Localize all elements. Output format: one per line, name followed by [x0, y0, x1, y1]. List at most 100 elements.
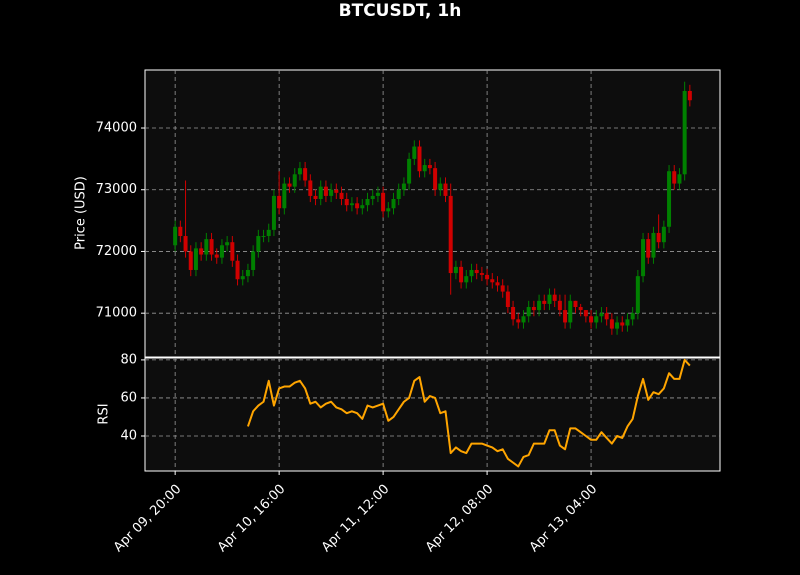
- candle-body: [568, 300, 573, 323]
- candle-body: [630, 313, 635, 320]
- candle-body: [625, 319, 630, 326]
- candle-body: [381, 192, 386, 212]
- candle-body: [511, 307, 516, 320]
- candle-body: [329, 189, 334, 196]
- rsi-line: [246, 358, 691, 468]
- plot-area: [144, 357, 721, 472]
- candle-body: [339, 192, 344, 199]
- candle-body: [667, 171, 672, 227]
- y-tick-label: 60: [120, 390, 137, 405]
- candle-body: [318, 186, 323, 199]
- candle-body: [672, 171, 677, 184]
- x-tick-label: Apr 11, 12:00: [319, 482, 392, 555]
- candle-body: [188, 251, 193, 270]
- candle-body: [183, 236, 188, 252]
- candle-body: [386, 208, 391, 212]
- candle-body: [323, 186, 328, 196]
- candle-body: [651, 232, 656, 258]
- x-tick-label: Apr 09, 20:00: [111, 482, 184, 555]
- candle-body: [225, 242, 230, 246]
- candle-body: [365, 198, 370, 206]
- candle-body: [583, 310, 588, 317]
- candle-body: [173, 226, 178, 246]
- y-axis-label: RSI: [97, 403, 112, 424]
- candle-body: [303, 168, 308, 181]
- y-tick-label: 40: [120, 428, 137, 443]
- candle-body: [485, 274, 490, 280]
- chart-title: BTCUSDT, 1h: [339, 1, 462, 21]
- candle-body: [417, 146, 422, 172]
- candle-body: [573, 300, 578, 308]
- y-tick-label: 71000: [96, 306, 137, 321]
- candle-body: [204, 239, 209, 255]
- candle-body: [245, 269, 250, 277]
- candle-body: [453, 266, 458, 274]
- candles: [173, 81, 692, 335]
- candle-body: [230, 242, 235, 261]
- y-tick-label: 72000: [96, 244, 137, 259]
- candle-body: [199, 248, 204, 255]
- candle-body: [235, 260, 240, 280]
- candle-body: [349, 203, 354, 206]
- candle-body: [656, 232, 661, 243]
- candle-body: [360, 205, 365, 209]
- candle-body: [370, 195, 375, 199]
- y-tick-label: 74000: [96, 121, 137, 136]
- candle-body: [193, 248, 198, 270]
- candle-body: [401, 183, 406, 190]
- candle-body: [677, 174, 682, 184]
- candle-body: [422, 165, 427, 172]
- candle-body: [448, 195, 453, 274]
- y-axis-label: Price (USD): [74, 176, 89, 250]
- candle-body: [219, 245, 224, 258]
- candle-body: [563, 310, 568, 323]
- candle-body: [557, 300, 562, 311]
- candle-body: [495, 282, 500, 286]
- candle-body: [604, 313, 609, 320]
- candle-body: [615, 322, 620, 329]
- candle-body: [589, 316, 594, 323]
- candle-body: [479, 273, 484, 275]
- candle-body: [516, 319, 521, 323]
- candle-body: [256, 236, 261, 252]
- candle-body: [531, 307, 536, 311]
- candle-body: [308, 180, 313, 196]
- candle-body: [427, 165, 432, 169]
- candle-body: [537, 300, 542, 311]
- candle-body: [505, 291, 510, 308]
- candle-body: [240, 276, 245, 280]
- candle-body: [620, 322, 625, 326]
- candle-body: [661, 226, 666, 243]
- candle-body: [313, 195, 318, 199]
- candle-body: [271, 195, 276, 230]
- y-tick-label: 73000: [96, 182, 137, 197]
- candle-body: [266, 229, 271, 237]
- candle-body: [500, 285, 505, 292]
- candle-body: [355, 203, 360, 209]
- candle-body: [635, 276, 640, 314]
- candle-body: [599, 313, 604, 317]
- candle-body: [334, 189, 339, 193]
- candle-body: [282, 183, 287, 209]
- x-tick-label: Apr 10, 16:00: [215, 482, 288, 555]
- candle-body: [594, 316, 599, 323]
- candle-body: [687, 90, 692, 101]
- candle-body: [609, 319, 614, 329]
- candle-body: [490, 279, 495, 283]
- candle-body: [292, 174, 297, 187]
- candle-body: [277, 195, 282, 209]
- candle-body: [459, 266, 464, 283]
- x-tick-label: Apr 13, 04:00: [527, 482, 600, 555]
- candle-body: [542, 300, 547, 304]
- candle-body: [178, 226, 183, 237]
- candle-body: [552, 294, 557, 301]
- candle-body: [407, 158, 412, 184]
- candle-body: [682, 90, 687, 175]
- candle-body: [443, 183, 448, 196]
- candle-body: [261, 236, 266, 238]
- plot-area: [144, 69, 721, 358]
- candle-body: [209, 239, 214, 255]
- candle-body: [344, 198, 349, 206]
- candle-body: [391, 198, 396, 209]
